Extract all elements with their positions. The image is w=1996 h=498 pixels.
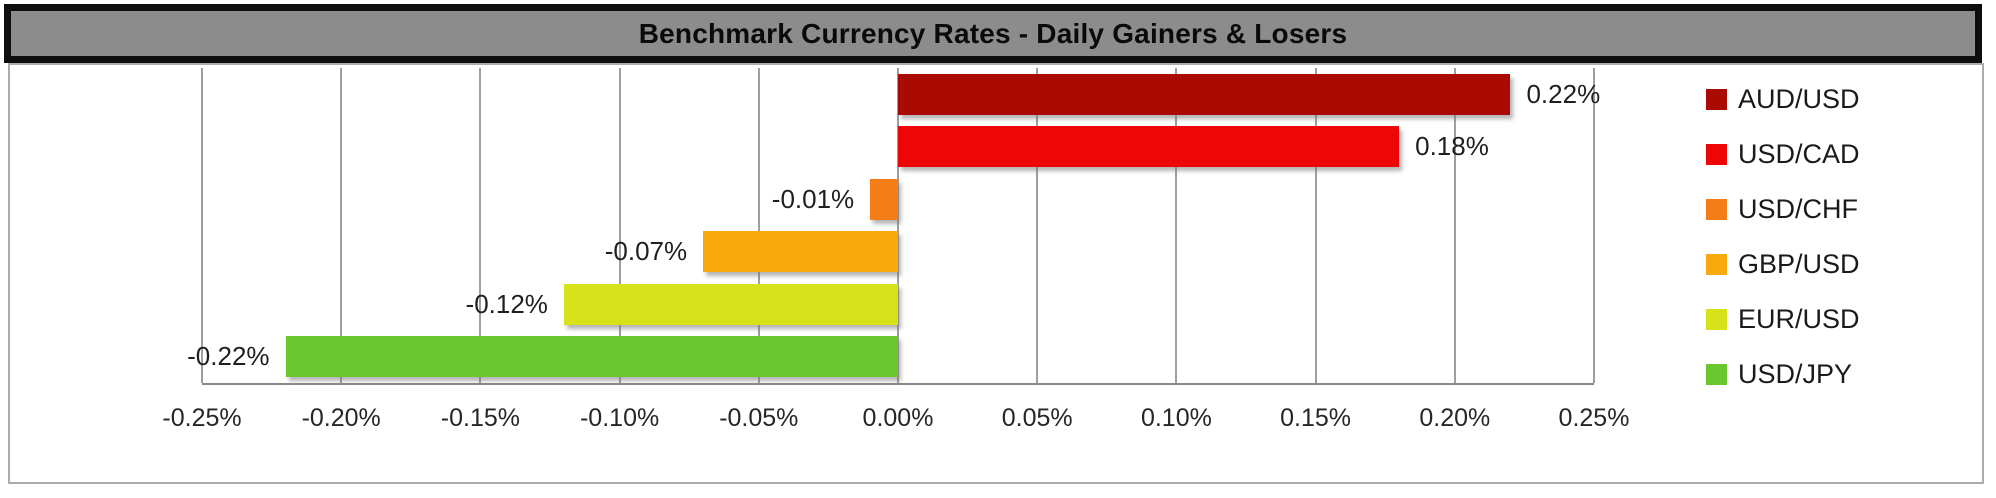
legend-label: AUD/USD — [1738, 84, 1860, 114]
legend-swatch-icon — [1706, 144, 1727, 165]
gridline — [1175, 68, 1178, 383]
gridline — [1453, 68, 1456, 383]
gridline — [897, 68, 899, 383]
x-tick-label: -0.15% — [440, 404, 520, 432]
legend-item-usd-chf[interactable]: USD/CHF — [1706, 182, 1981, 237]
gridline — [757, 68, 760, 383]
legend-swatch-icon — [1706, 199, 1727, 220]
bar-value-label-gbp-usd: -0.07% — [604, 236, 688, 266]
legend: AUD/USD USD/CAD USD/CHF GBP/USD EUR/USD USD/J… — [1706, 72, 1981, 402]
bar-aud-usd[interactable] — [898, 73, 1511, 115]
x-tick-label: -0.05% — [719, 404, 799, 432]
bar-usd-jpy[interactable] — [285, 336, 898, 378]
legend-label: USD/CHF — [1738, 194, 1858, 224]
bar-usd-cad[interactable] — [898, 126, 1400, 168]
x-tick-label: 0.25% — [1558, 404, 1630, 432]
legend-swatch-icon — [1706, 89, 1727, 110]
legend-label: GBP/USD — [1738, 249, 1860, 279]
plot-area: 0.22% 0.18% -0.01% -0.07% -0.12% -0.22% — [187, 68, 1600, 385]
gridline — [340, 68, 343, 383]
x-tick-label: -0.20% — [301, 404, 381, 432]
chart-title: Benchmark Currency Rates - Daily Gainers… — [638, 17, 1348, 49]
legend-item-aud-usd[interactable]: AUD/USD — [1706, 72, 1981, 127]
bar-eur-usd[interactable] — [563, 283, 898, 325]
x-tick-label: 0.15% — [1280, 404, 1352, 432]
x-tick-label: 0.10% — [1140, 404, 1212, 432]
gridline — [201, 68, 203, 383]
bar-gbp-usd[interactable] — [703, 231, 898, 273]
x-tick-label: 0.05% — [1001, 404, 1073, 432]
legend-item-eur-usd[interactable]: EUR/USD — [1706, 292, 1981, 347]
gridline — [1036, 68, 1039, 383]
x-axis: -0.25% -0.20% -0.15% -0.10% -0.05% 0.00% 0.05%… — [162, 396, 1629, 442]
bar-value-label-usd-chf: -0.01% — [771, 183, 855, 214]
legend-label: USD/JPY — [1738, 359, 1853, 389]
gridline — [1314, 68, 1317, 383]
gridline — [618, 68, 621, 383]
x-tick-label: 0.20% — [1419, 404, 1491, 432]
bar-value-label-eur-usd: -0.12% — [465, 288, 548, 319]
bar-value-label-aud-usd: 0.22% — [1526, 78, 1601, 109]
legend-swatch-icon — [1706, 309, 1727, 330]
gridline — [479, 68, 482, 383]
x-tick-label: -0.10% — [579, 404, 660, 432]
legend-label: USD/CAD — [1738, 139, 1860, 169]
chart-title-banner: Benchmark Currency Rates - Daily Gainers… — [4, 4, 1982, 63]
legend-item-gbp-usd[interactable]: GBP/USD — [1706, 237, 1981, 292]
x-tick-label: -0.25% — [162, 404, 242, 432]
bar-value-label-usd-jpy: -0.22% — [187, 341, 270, 371]
bar-usd-chf[interactable] — [870, 178, 898, 220]
bar-value-label-usd-cad: 0.18% — [1415, 131, 1489, 161]
legend-label: EUR/USD — [1738, 304, 1860, 334]
legend-swatch-icon — [1706, 254, 1727, 275]
legend-item-usd-jpy[interactable]: USD/JPY — [1706, 347, 1981, 402]
legend-item-usd-cad[interactable]: USD/CAD — [1706, 127, 1981, 182]
gridline — [1593, 68, 1595, 383]
legend-swatch-icon — [1706, 364, 1727, 385]
x-tick-label: 0.00% — [862, 404, 934, 432]
